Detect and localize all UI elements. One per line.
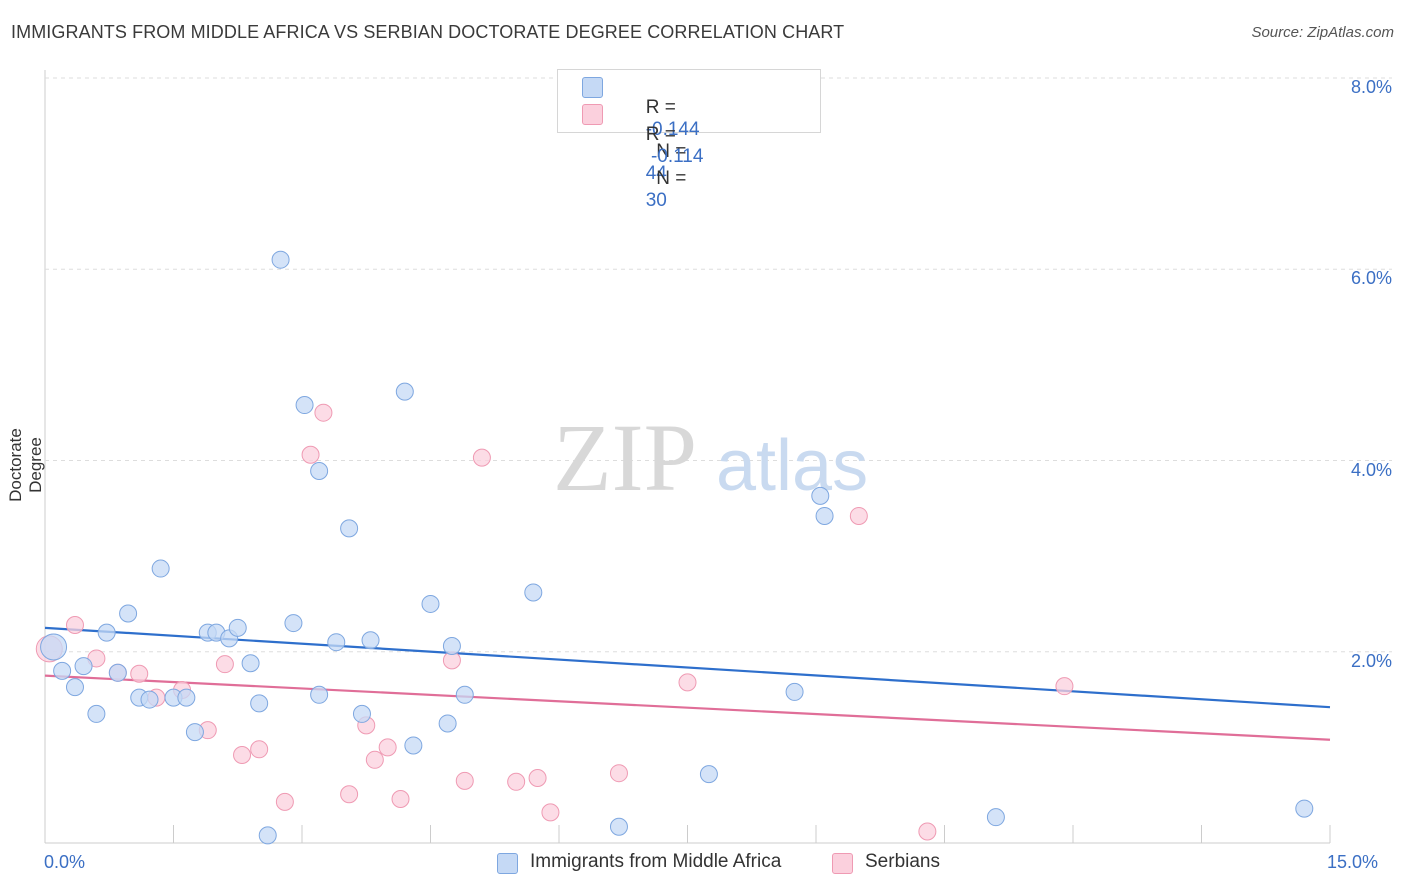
watermark-atlas: atlas: [716, 426, 868, 506]
legend-n-value: 44: [645, 163, 667, 184]
middle-africa-point: [455, 685, 474, 704]
middle-africa-point: [404, 736, 423, 755]
middle-africa-point: [40, 633, 68, 661]
serbians-point: [541, 803, 560, 822]
serbians-point: [301, 445, 320, 464]
legend-n-value: 30: [645, 190, 667, 211]
source-credit: Source: ZipAtlas.com: [1251, 24, 1394, 41]
trend-lines: [44, 626, 1331, 741]
serbians-point: [849, 506, 868, 525]
middle-africa-point: [87, 704, 106, 723]
serbians-point: [455, 771, 474, 790]
middle-africa-point: [524, 583, 543, 602]
middle-africa-point: [442, 637, 461, 656]
middle-africa-point: [310, 462, 329, 481]
middle-africa-point: [65, 678, 84, 697]
correlation-legend: R = -0.144 N = 44 R = -0.114 N = 30: [557, 69, 821, 211]
chart-title: IMMIGRANTS FROM MIDDLE AFRICA VS SERBIAN…: [11, 22, 845, 42]
middle-africa-trend-line: [44, 626, 1331, 709]
middle-africa-point: [310, 685, 329, 704]
legend-row-serbians: R = -0.114 N = 30: [582, 102, 703, 211]
serbians-trend-line: [44, 674, 1331, 741]
serbians-point: [609, 764, 628, 783]
blue-swatch-icon: [497, 853, 518, 874]
middle-africa-point: [785, 682, 804, 701]
middle-africa-point: [284, 614, 303, 633]
bottom-legend-label: Serbians: [865, 851, 940, 872]
pink-swatch-icon: [832, 853, 853, 874]
legend-row-middle-africa: R = -0.144 N = 44: [582, 75, 700, 184]
middle-africa-point: [327, 633, 346, 652]
middle-africa-point: [177, 688, 196, 707]
middle-africa-point: [361, 631, 380, 650]
legend-r-label: R =: [645, 124, 676, 145]
middle-africa-point: [108, 663, 127, 682]
serbians-point: [391, 790, 410, 809]
y-tick-label: 6.0%: [1350, 268, 1392, 289]
serbians-point: [233, 746, 252, 765]
y-tick-label: 2.0%: [1350, 650, 1392, 671]
serbians-point: [215, 655, 234, 674]
middle-africa-point: [151, 559, 170, 578]
serbians-point: [250, 740, 269, 759]
middle-africa-point: [271, 250, 290, 269]
middle-africa-point: [140, 690, 159, 709]
middle-africa-point: [97, 623, 116, 642]
watermark-zip: ZIP: [553, 404, 697, 511]
middle-africa-point: [699, 765, 718, 784]
data-points: [35, 250, 1314, 845]
middle-africa-point: [815, 506, 834, 525]
serbians-point: [507, 772, 526, 791]
serbians-point: [1055, 677, 1074, 696]
serbians-point: [528, 768, 547, 787]
middle-africa-point: [438, 714, 457, 733]
legend-r-value: -0.144: [645, 119, 700, 140]
serbians-point: [130, 664, 149, 683]
x-tick-label-min: 0.0%: [44, 852, 86, 872]
middle-africa-point: [53, 661, 72, 680]
blue-swatch-icon: [582, 77, 603, 98]
serbians-point: [65, 615, 84, 634]
x-tick-label-max: 15.0%: [1327, 852, 1379, 872]
middle-africa-point: [74, 657, 93, 676]
middle-africa-point: [340, 519, 359, 538]
x-axis-ticks: [44, 825, 1331, 843]
pink-swatch-icon: [582, 104, 603, 125]
middle-africa-point: [811, 486, 830, 505]
legend-r-value: -0.114: [650, 146, 704, 167]
serbians-point: [314, 403, 333, 422]
middle-africa-point: [421, 594, 440, 613]
middle-africa-point: [986, 808, 1005, 827]
serbians-point: [918, 822, 937, 841]
legend-n-label: N =: [656, 168, 687, 189]
legend-n-label: N =: [656, 141, 687, 162]
y-tick-label: 8.0%: [1350, 77, 1392, 97]
middle-africa-point: [241, 654, 260, 673]
middle-africa-point: [258, 826, 277, 845]
middle-africa-point: [185, 723, 204, 742]
middle-africa-point: [228, 618, 247, 637]
serbians-point: [365, 750, 384, 769]
legend-r-label: R =: [645, 97, 676, 118]
middle-africa-point: [295, 396, 314, 415]
y-tick-label: 4.0%: [1350, 459, 1392, 480]
middle-africa-point: [250, 694, 269, 713]
middle-africa-point: [609, 817, 628, 836]
middle-africa-point: [119, 604, 138, 623]
serbians-point: [378, 738, 397, 757]
serbians-point: [275, 792, 294, 811]
middle-africa-point: [1295, 799, 1314, 818]
middle-africa-point: [395, 382, 414, 401]
serbians-point: [678, 673, 697, 692]
bottom-legend-label: Immigrants from Middle Africa: [530, 851, 782, 872]
middle-africa-point: [352, 704, 371, 723]
serbians-point: [340, 785, 359, 804]
serbians-point: [472, 448, 491, 467]
